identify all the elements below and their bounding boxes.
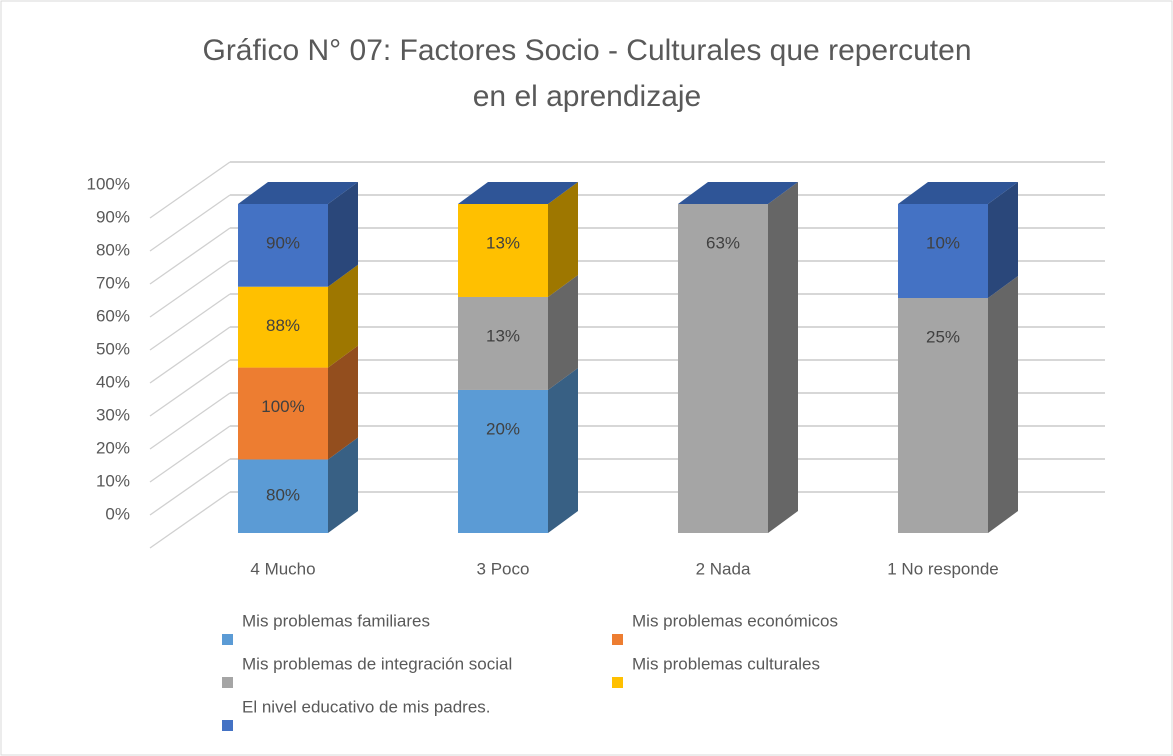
y-tick-label: 50% [96,339,130,358]
y-tick-label: 70% [96,273,130,292]
y-tick-label: 40% [96,372,130,391]
bar-top [238,182,358,204]
bar-side [548,367,578,533]
data-label: 25% [926,327,960,346]
bar [458,296,548,390]
grid-line [149,359,231,417]
legend-swatch [612,677,623,688]
grid-line [149,293,231,351]
bar-side [328,264,358,368]
data-label: 88% [266,316,300,335]
y-tick-label: 80% [96,240,130,259]
bar-top [678,182,798,204]
legend-label: Mis problemas familiares [242,611,430,630]
y-tick-label: 90% [96,207,130,226]
data-label: 100% [261,397,304,416]
bar-side [988,276,1018,533]
x-tick-label: 3 Poco [477,559,530,578]
grid-line [149,458,231,516]
bar-side [988,182,1018,298]
title-line: Gráfico N° 07: Factores Socio - Cultural… [202,34,971,67]
y-tick-label: 30% [96,405,130,424]
data-label: 13% [486,233,520,252]
grid-line [149,392,231,450]
data-label: 20% [486,419,520,438]
bar [238,286,328,368]
data-label: 63% [706,233,740,252]
grid-line [149,161,231,219]
bar-top [458,182,578,204]
y-tick-label: 10% [96,471,130,490]
bar [238,459,328,533]
grid-line [149,491,231,549]
bar-side [328,182,358,287]
bar [898,204,988,298]
data-label: 90% [266,233,300,252]
legend-label: Mis problemas culturales [632,654,820,673]
legend-swatch [222,720,233,731]
legend-label: Mis problemas económicos [632,611,838,630]
y-tick-label: 60% [96,306,130,325]
grid-line [149,326,231,384]
chart-title: Gráfico N° 07: Factores Socio - Cultural… [202,34,971,113]
data-label: 13% [486,326,520,345]
x-tick-label: 2 Nada [696,559,751,578]
data-label: 10% [926,233,960,252]
bar [238,204,328,287]
x-tick-label: 1 No responde [887,559,999,578]
title-line: en el aprendizaje [473,80,702,113]
grid-line [149,227,231,285]
chart-title: Gráfico N° 07: Factores Socio - Cultural… [202,34,971,113]
bar [678,204,768,533]
x-tick-label: 4 Mucho [250,559,315,578]
legend-label: El nivel educativo de mis padres. [242,697,491,716]
bar [458,389,548,533]
grid-line [149,425,231,483]
bar [898,298,988,533]
y-tick-label: 100% [87,174,130,193]
bar-side [548,274,578,390]
data-label: 80% [266,486,300,505]
legend-swatch [222,677,233,688]
legend-label: Mis problemas de integración social [242,654,512,673]
y-tick-label: 20% [96,438,130,457]
grid-line [149,194,231,252]
y-tick-label: 0% [105,504,130,523]
bar [238,367,328,460]
bar-top [898,182,1018,204]
bar-side [328,345,358,460]
bar-side [548,182,578,297]
legend-swatch [222,634,233,645]
bar-side [328,437,358,533]
grid-line [149,260,231,318]
bar [458,204,548,297]
legend-swatch [612,634,623,645]
bar-side [768,182,798,533]
